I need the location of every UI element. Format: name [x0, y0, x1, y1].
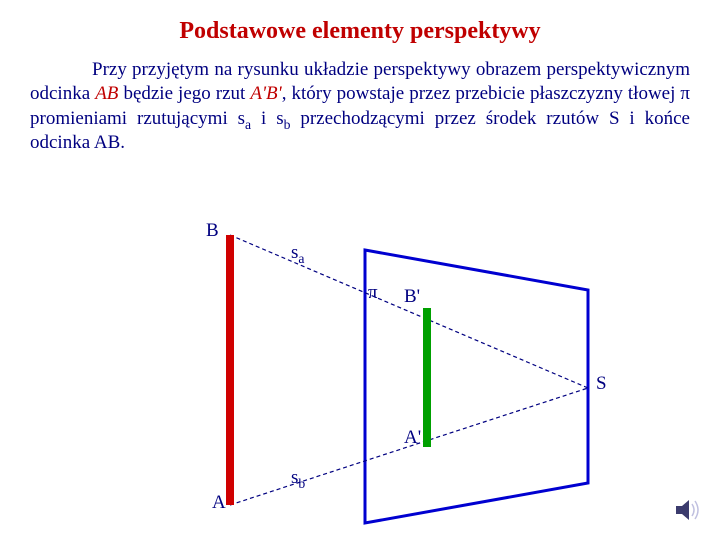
body-paragraph: Przy przyjętym na rysunku układzie persp…: [30, 58, 690, 155]
label-Bp: B': [404, 286, 420, 308]
speaker-wave-1: [692, 504, 694, 516]
perspective-diagram: [190, 225, 620, 525]
t1d-ApBp: A'B': [250, 83, 281, 104]
t1b-AB: AB: [95, 83, 118, 104]
speaker-wave-2: [695, 501, 698, 519]
speaker-body: [676, 500, 689, 520]
speaker-icon[interactable]: [674, 498, 702, 522]
t2a: promieniami rzutującymi s: [30, 108, 245, 129]
title-text: Podstawowe elementy perspektywy: [179, 18, 540, 44]
label-B: B: [206, 220, 219, 242]
projection-plane: [365, 250, 588, 523]
label-A: A: [212, 492, 226, 514]
label-sb: sb: [291, 467, 305, 489]
t1e: , który powstaje przez przebicie płaszcz…: [282, 83, 681, 104]
t2b: i s: [251, 108, 283, 129]
label-sa: sa: [291, 242, 304, 264]
label-pi: π: [368, 282, 378, 304]
label-Ap: A': [404, 427, 421, 449]
slide-title: Podstawowe elementy perspektywy: [0, 18, 720, 45]
pi-body: π: [680, 83, 690, 104]
label-S: S: [596, 373, 607, 395]
t1c: będzie jego rzut: [118, 83, 250, 104]
